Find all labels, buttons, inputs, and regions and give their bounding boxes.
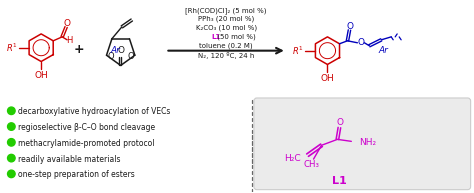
Text: O: O bbox=[358, 38, 365, 47]
Text: OH: OH bbox=[320, 74, 334, 83]
Text: one-step preparation of esters: one-step preparation of esters bbox=[18, 170, 135, 179]
Circle shape bbox=[8, 154, 15, 162]
Text: decarboxylative hydroacylation of VECs: decarboxylative hydroacylation of VECs bbox=[18, 107, 171, 116]
Text: (50 mol %): (50 mol %) bbox=[215, 34, 255, 40]
Text: +: + bbox=[73, 43, 84, 56]
Text: N₂, 120 ºC, 24 h: N₂, 120 ºC, 24 h bbox=[198, 52, 254, 59]
Circle shape bbox=[8, 139, 15, 146]
Text: $R^1$: $R^1$ bbox=[6, 41, 17, 54]
Text: K₂CO₃ (10 mol %): K₂CO₃ (10 mol %) bbox=[195, 25, 256, 31]
Text: $R^1$: $R^1$ bbox=[292, 44, 303, 57]
Circle shape bbox=[8, 123, 15, 130]
Text: OH: OH bbox=[34, 71, 48, 80]
Text: O: O bbox=[128, 52, 134, 61]
Text: O: O bbox=[64, 19, 71, 28]
Text: CH₃: CH₃ bbox=[303, 161, 319, 169]
Text: O: O bbox=[347, 22, 354, 30]
Text: toluene (0.2 M): toluene (0.2 M) bbox=[199, 42, 253, 49]
Text: Ar: Ar bbox=[378, 46, 388, 55]
Text: [Rh(COD)Cl]₂ (5 mol %): [Rh(COD)Cl]₂ (5 mol %) bbox=[185, 7, 267, 14]
Text: L1: L1 bbox=[211, 34, 221, 40]
Text: O: O bbox=[107, 52, 114, 61]
FancyBboxPatch shape bbox=[254, 98, 471, 190]
Text: methacrylamide-promoted protocol: methacrylamide-promoted protocol bbox=[18, 139, 155, 148]
Circle shape bbox=[8, 107, 15, 114]
Text: O: O bbox=[337, 118, 344, 127]
Text: regioselective β-C–O bond cleavage: regioselective β-C–O bond cleavage bbox=[18, 123, 155, 132]
Text: O: O bbox=[117, 46, 124, 55]
Text: H: H bbox=[66, 36, 73, 45]
Text: Ar: Ar bbox=[111, 46, 121, 55]
Text: H₂C: H₂C bbox=[284, 154, 301, 163]
Text: L1: L1 bbox=[332, 176, 347, 186]
Text: readily available materials: readily available materials bbox=[18, 155, 121, 164]
Text: PPh₃ (20 mol %): PPh₃ (20 mol %) bbox=[198, 16, 254, 22]
Circle shape bbox=[8, 170, 15, 178]
Text: NH₂: NH₂ bbox=[359, 138, 376, 147]
